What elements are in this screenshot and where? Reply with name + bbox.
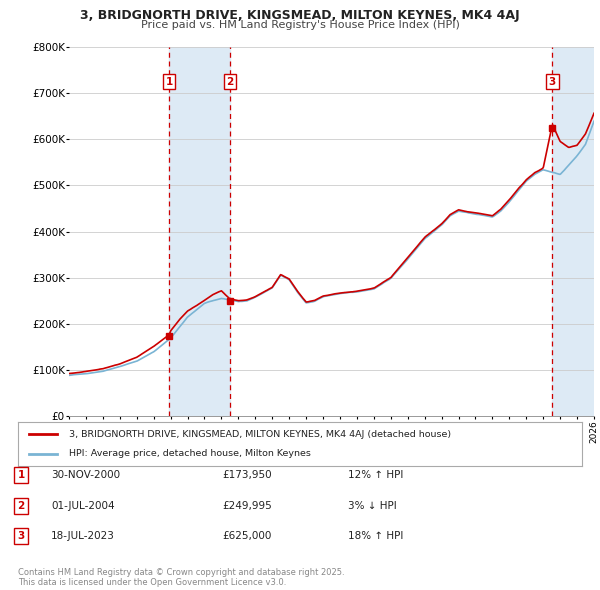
Text: Contains HM Land Registry data © Crown copyright and database right 2025.
This d: Contains HM Land Registry data © Crown c… <box>18 568 344 587</box>
Text: 3: 3 <box>549 77 556 87</box>
Text: 18-JUL-2023: 18-JUL-2023 <box>51 532 115 541</box>
Text: £173,950: £173,950 <box>222 470 272 480</box>
Text: 3, BRIDGNORTH DRIVE, KINGSMEAD, MILTON KEYNES, MK4 4AJ: 3, BRIDGNORTH DRIVE, KINGSMEAD, MILTON K… <box>80 9 520 22</box>
Text: 18% ↑ HPI: 18% ↑ HPI <box>348 532 403 541</box>
Text: 3% ↓ HPI: 3% ↓ HPI <box>348 501 397 510</box>
Text: Price paid vs. HM Land Registry's House Price Index (HPI): Price paid vs. HM Land Registry's House … <box>140 20 460 30</box>
Text: HPI: Average price, detached house, Milton Keynes: HPI: Average price, detached house, Milt… <box>69 449 311 458</box>
Text: £625,000: £625,000 <box>222 532 271 541</box>
Bar <box>169 47 230 416</box>
Text: 2: 2 <box>17 501 25 510</box>
Text: 1: 1 <box>17 470 25 480</box>
Text: 3: 3 <box>17 532 25 541</box>
Text: 2: 2 <box>226 77 233 87</box>
Text: 01-JUL-2004: 01-JUL-2004 <box>51 501 115 510</box>
Bar <box>553 47 594 416</box>
Text: 12% ↑ HPI: 12% ↑ HPI <box>348 470 403 480</box>
Text: 1: 1 <box>166 77 173 87</box>
Text: 30-NOV-2000: 30-NOV-2000 <box>51 470 120 480</box>
Text: 3, BRIDGNORTH DRIVE, KINGSMEAD, MILTON KEYNES, MK4 4AJ (detached house): 3, BRIDGNORTH DRIVE, KINGSMEAD, MILTON K… <box>69 430 451 439</box>
Text: £249,995: £249,995 <box>222 501 272 510</box>
